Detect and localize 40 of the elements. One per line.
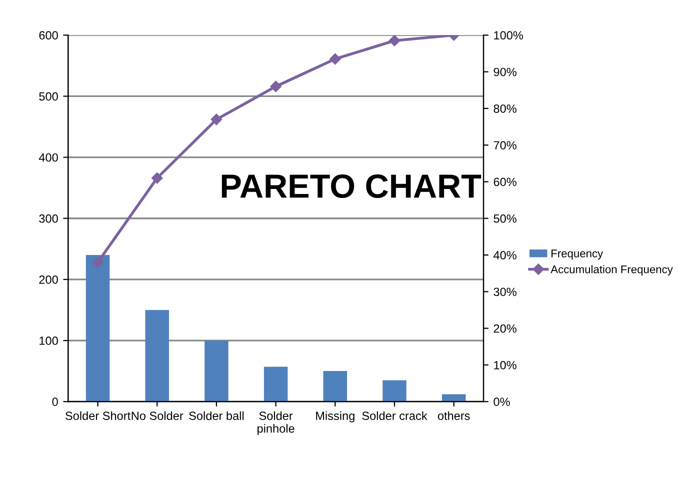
text: PARETO CHART <box>222 174 482 198</box>
y2-tick-label: 90% <box>494 68 516 76</box>
x-tick-label: Solder Short <box>66 411 130 420</box>
point <box>330 53 341 65</box>
bar <box>264 366 288 402</box>
legend-label: Frequency <box>552 250 604 260</box>
point <box>92 256 104 268</box>
y2-tick-label: 30% <box>494 288 516 296</box>
y-tick-label: 400 <box>38 153 58 162</box>
y-tick-label: 300 <box>39 214 58 223</box>
x-tick-label: Solder crack <box>362 411 428 420</box>
point <box>388 35 400 46</box>
y2-tick-label: 70% <box>494 141 516 150</box>
bar <box>204 340 228 402</box>
y2-tick-label: 10% <box>494 360 516 370</box>
y2-tick-label: 80% <box>494 104 516 113</box>
y-tick-label: 600 <box>39 31 58 40</box>
x-tick-label: Solder ball <box>189 411 244 420</box>
y2-tick-label: 20% <box>494 324 516 333</box>
bar <box>145 310 169 402</box>
y-tick-label: 500 <box>39 92 58 101</box>
y2-tick-label: 100% <box>494 31 524 40</box>
y2-tick-label: 50% <box>494 214 516 223</box>
y2-tick-label: 40% <box>494 251 516 260</box>
point <box>210 114 222 126</box>
point <box>152 172 163 184</box>
y2-tick-label: 60% <box>494 178 516 186</box>
y-tick-label: 200 <box>39 275 58 284</box>
bar <box>323 371 348 402</box>
y-tick-label: 0 <box>52 398 58 406</box>
bar <box>86 255 110 402</box>
point <box>270 80 282 92</box>
y-tick-label: 100 <box>40 336 58 345</box>
legend-label: Accumulation Frequency <box>550 265 673 276</box>
x-tick-label: others <box>438 411 470 420</box>
x-tick-label: Solder pinhole <box>258 411 294 436</box>
bar <box>382 380 406 402</box>
x-tick-label: No Solder <box>132 411 184 420</box>
y2-tick-label: 0% <box>494 398 510 406</box>
x-tick-label: Missing <box>316 411 354 422</box>
